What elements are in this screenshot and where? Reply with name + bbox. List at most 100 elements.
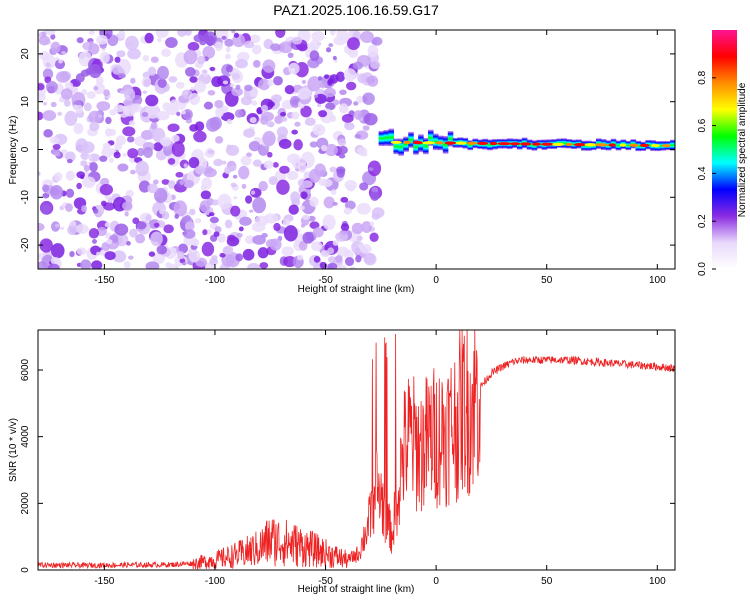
noise-blob [49,136,60,144]
noise-blob [231,70,243,84]
signal-segment [408,131,414,148]
noise-blob [288,62,300,75]
noise-blob [252,234,266,245]
snr-background [38,330,675,570]
spectrogram-signal-band [378,128,675,156]
noise-blob [45,30,56,36]
noise-blob [251,100,258,106]
noise-blob [259,115,269,125]
noise-blob [278,41,293,54]
noise-blob [193,34,205,43]
noise-blob [74,104,84,114]
noise-blob [82,171,90,179]
noise-blob [144,32,154,44]
signal-core [466,141,477,145]
noise-blob [324,74,330,79]
noise-blob [165,37,178,49]
noise-blob [309,196,319,207]
noise-blob [221,111,235,122]
noise-blob [99,249,107,256]
noise-blob [152,179,159,185]
colorbar-tick-label: 0.8 [697,70,708,84]
noise-blob [141,112,149,118]
noise-blob [200,184,206,191]
noise-blob [161,179,170,185]
noise-blob [336,30,348,41]
noise-blob [117,163,129,172]
noise-blob [59,98,65,103]
y-tick-label: 10 [20,96,31,108]
noise-blob [161,48,172,57]
noise-blob [38,35,50,46]
noise-blob [65,170,75,181]
noise-blob [356,235,363,241]
noise-blob [42,54,56,69]
x-tick-label: -150 [94,576,114,587]
noise-blob [344,200,356,210]
y-tick-label: 2000 [20,492,31,515]
noise-blob [231,87,243,97]
noise-blob [337,138,347,147]
noise-blob [309,50,320,62]
noise-blob [274,115,284,124]
spectrogram-y-axis: -20 -10 0 10 20 [20,48,675,252]
noise-blob [317,76,323,81]
noise-blob [292,158,301,169]
noise-blob [262,59,276,73]
signal-segment [615,140,622,151]
noise-blob [252,159,262,167]
noise-blob [101,146,113,159]
noise-blob [284,84,295,95]
noise-blob [125,35,139,51]
noise-blob [130,103,142,113]
noise-blob [276,179,290,195]
noise-blob [209,66,216,71]
signal-core [573,143,586,147]
noise-blob [221,35,227,40]
noise-blob [109,157,114,163]
snr-panel: -150 -100 -50 0 50 100 0 2000 4000 6000 Height o… [8,329,676,595]
noise-blob [51,243,65,259]
noise-blob [283,225,298,242]
noise-blob [136,147,145,157]
noise-blob [336,168,345,178]
noise-blob [248,140,261,152]
noise-blob [279,165,290,174]
noise-blob [153,142,163,152]
noise-blob [332,201,338,206]
snr-line [38,330,675,570]
noise-blob [287,52,294,59]
noise-blob [249,209,254,213]
noise-blob [168,76,178,83]
signal-core [444,141,457,145]
noise-blob [38,83,45,91]
noise-blob [323,196,335,209]
noise-blob [46,80,58,94]
noise-blob [104,251,116,261]
noise-blob [118,72,126,79]
noise-blob [281,246,294,257]
signal-core [390,140,402,144]
noise-blob [82,176,96,188]
noise-blob [116,50,126,58]
noise-blob [50,41,61,54]
noise-blob [240,155,252,166]
x-tick-label: 100 [649,576,666,587]
noise-blob [327,247,335,255]
noise-blob [99,183,113,196]
signal-core [403,140,411,145]
noise-blob [229,165,237,171]
noise-blob [113,104,125,113]
noise-blob [129,228,138,238]
noise-blob [362,95,368,103]
noise-blob [214,226,222,233]
noise-blob [125,189,134,198]
noise-blob [156,110,170,121]
noise-blob [201,69,208,74]
colorbar-tick-label: 0.6 [697,118,708,132]
noise-blob [99,51,110,64]
noise-blob [41,31,47,38]
signal-segment [383,129,390,146]
noise-blob [42,184,50,193]
